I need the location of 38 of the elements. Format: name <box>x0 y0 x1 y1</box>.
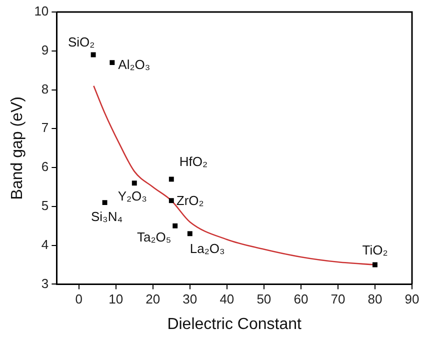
annotation: TiO₂ <box>362 242 388 258</box>
annotation: Si₃N₄ <box>91 209 123 224</box>
point <box>168 176 174 182</box>
annotation: Y₂O₃ <box>118 188 147 204</box>
x-tick-label: 60 <box>294 292 308 307</box>
point <box>187 231 192 236</box>
y-tick-label: 4 <box>41 236 49 252</box>
annotation: La₂O₃ <box>190 241 225 256</box>
y-axis-title: Band gap (eV) <box>9 96 26 200</box>
x-tick-label: 50 <box>256 292 272 307</box>
y-tick-label: 8 <box>41 81 49 96</box>
point <box>110 60 115 66</box>
x-tick-label: 40 <box>220 292 234 307</box>
y-tick-label: 9 <box>41 42 49 58</box>
point <box>172 223 178 228</box>
point <box>132 180 137 186</box>
x-tick-label: 90 <box>404 292 420 307</box>
x-tick-label: 10 <box>108 292 124 307</box>
x-tick-label: 20 <box>146 292 160 307</box>
x-axis-title: Dielectric Constant <box>167 316 302 333</box>
y-tick-label: 6 <box>41 159 49 174</box>
y-tick-label: 5 <box>41 198 49 214</box>
x-tick-label: 70 <box>330 292 346 307</box>
point <box>102 200 108 206</box>
annotation: Ta₂O₅ <box>136 229 172 244</box>
y-tick-label: 3 <box>41 276 49 291</box>
annotation: ZrO₂ <box>176 193 204 208</box>
point <box>90 52 96 58</box>
annotation: Al₂O₃ <box>118 57 150 72</box>
y-tick-label: 7 <box>41 120 49 136</box>
point <box>168 198 174 204</box>
x-tick-label: 80 <box>368 292 382 307</box>
annotation: SiO₂ <box>68 34 95 50</box>
point <box>372 262 378 268</box>
x-tick-label: 0 <box>75 292 82 307</box>
y-tick-label: 10 <box>34 4 49 19</box>
annotation: HfO₂ <box>179 154 208 169</box>
x-tick-label: 30 <box>182 292 198 307</box>
